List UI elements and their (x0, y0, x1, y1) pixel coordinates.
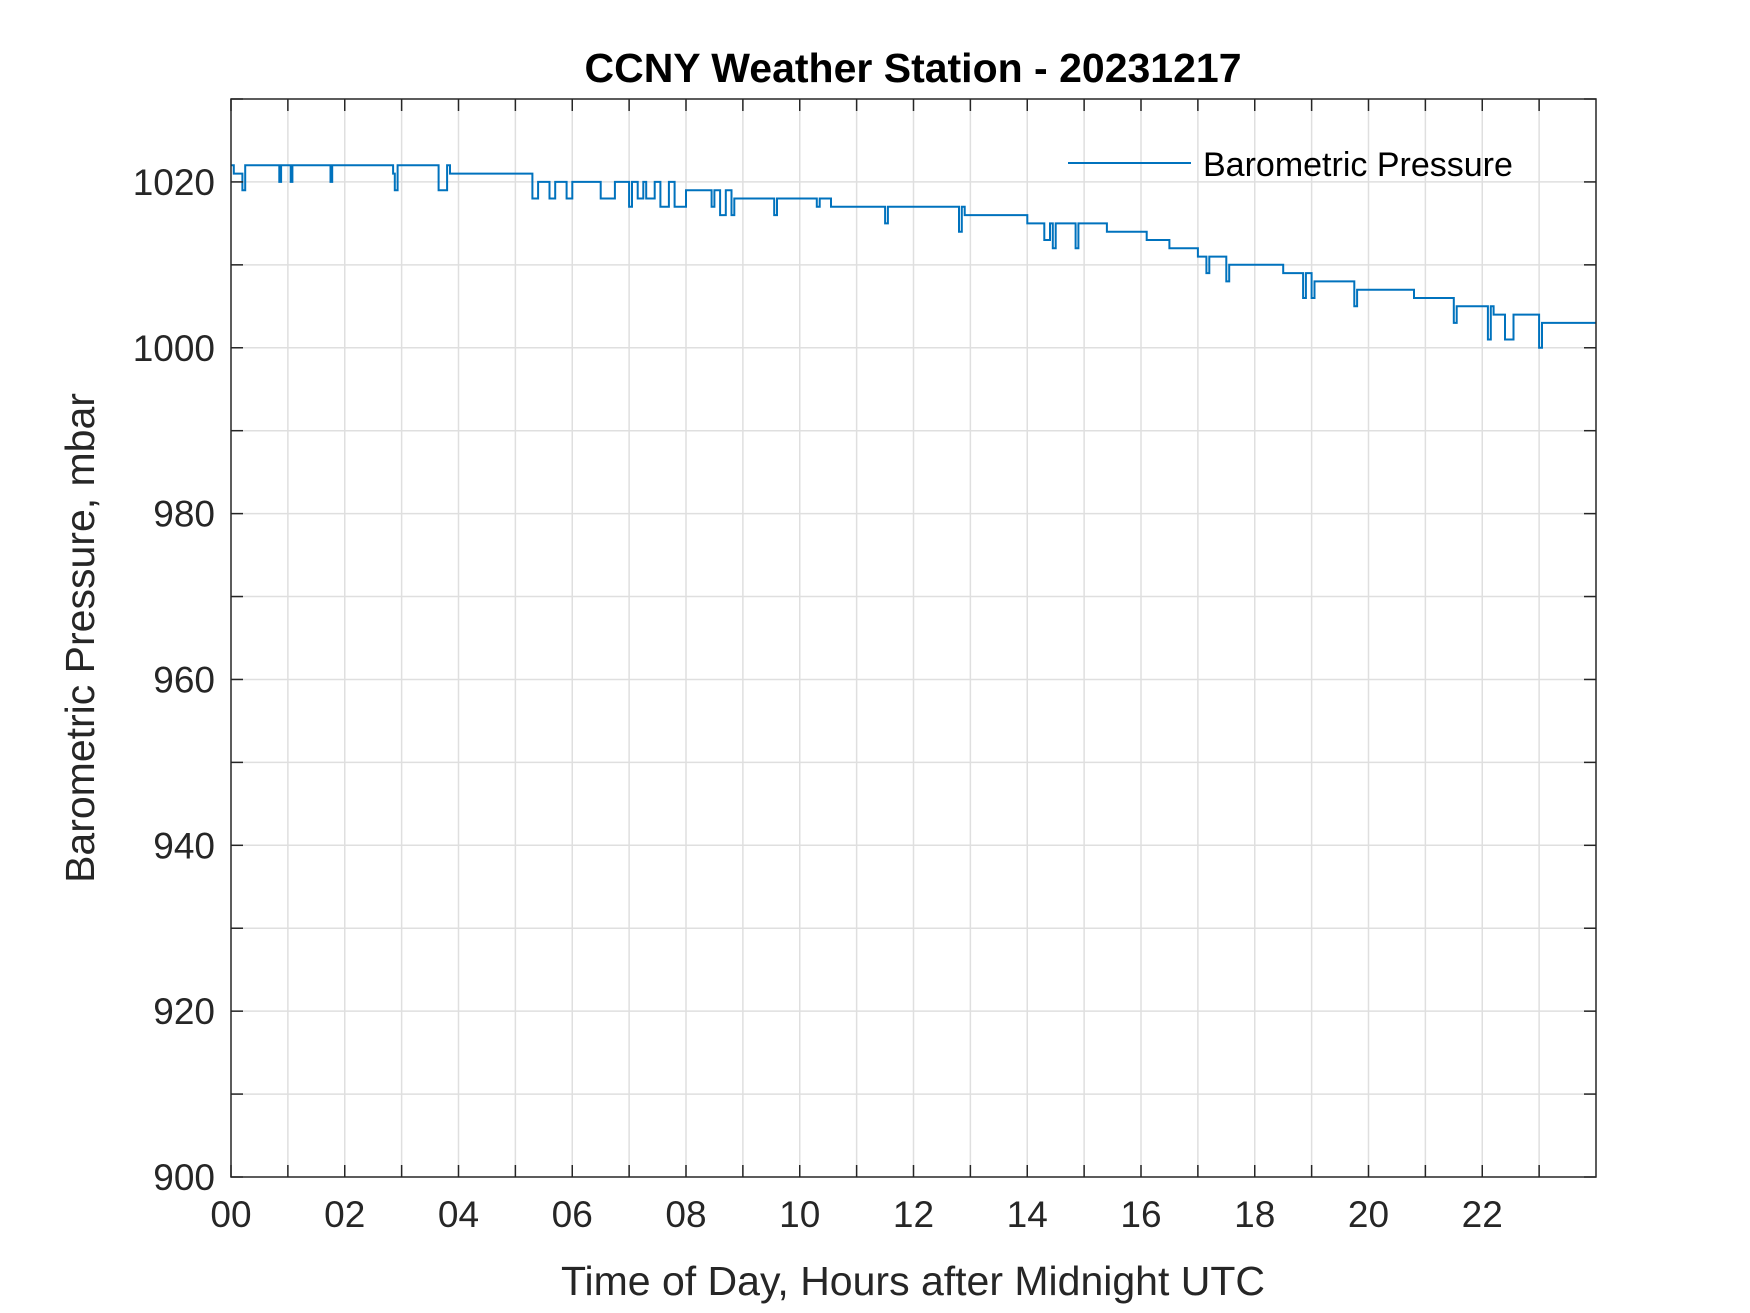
y-tick-label: 1000 (133, 328, 215, 369)
y-tick-label: 920 (153, 991, 215, 1032)
x-tick-label: 16 (1120, 1194, 1161, 1235)
legend: Barometric Pressure (1068, 146, 1513, 184)
y-tick-label: 980 (153, 494, 215, 535)
x-tick-label: 14 (1007, 1194, 1048, 1235)
ticks (230, 98, 1596, 1178)
x-tick-label: 22 (1462, 1194, 1503, 1235)
grid (231, 99, 1596, 1177)
y-tick-label: 1020 (133, 162, 215, 203)
x-axis-label: Time of Day, Hours after Midnight UTC (561, 1258, 1265, 1304)
x-tick-label: 12 (893, 1194, 934, 1235)
series-layer (231, 164, 1596, 349)
y-tick-label: 960 (153, 659, 215, 700)
x-tick-label: 04 (438, 1194, 479, 1235)
x-tick-label: 10 (779, 1194, 820, 1235)
legend-entry-barometric-pressure: Barometric Pressure (1203, 146, 1513, 184)
y-axis-label: Barometric Pressure, mbar (57, 393, 103, 883)
x-tick-label: 00 (210, 1194, 251, 1235)
y-tick-label: 940 (153, 825, 215, 866)
x-tick-label: 02 (324, 1194, 365, 1235)
tick-labels: 00 02 04 06 08 10 12 14 16 18 20 22 900 920 940 960 980 1… (133, 162, 1503, 1235)
series-line-barometric-pressure (231, 164, 1596, 349)
y-tick-label: 900 (153, 1157, 215, 1198)
x-tick-label: 06 (552, 1194, 593, 1235)
x-tick-label: 08 (665, 1194, 706, 1235)
x-tick-label: 18 (1234, 1194, 1275, 1235)
x-tick-label: 20 (1348, 1194, 1389, 1235)
chart-title: CCNY Weather Station - 20231217 (584, 45, 1241, 91)
